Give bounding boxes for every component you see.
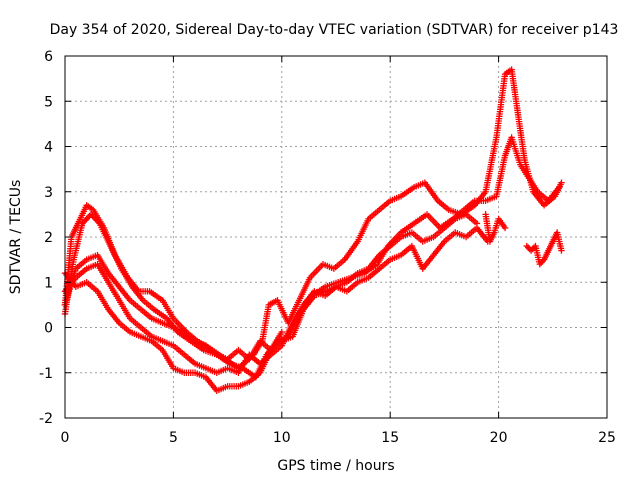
data-point xyxy=(525,244,532,251)
data-point xyxy=(529,245,536,253)
y-tick-label: 1 xyxy=(44,275,53,291)
y-tick-label: 4 xyxy=(44,140,53,156)
series-track-5 xyxy=(61,270,285,395)
data-point xyxy=(556,184,563,191)
series-track-6 xyxy=(482,211,509,245)
data-point xyxy=(501,224,509,232)
data-point xyxy=(558,179,565,186)
x-axis-label: GPS time / hours xyxy=(277,458,394,474)
data-point xyxy=(278,328,285,336)
y-tick-label: 3 xyxy=(44,185,53,201)
data-point xyxy=(82,217,89,224)
grid-lines xyxy=(65,56,607,418)
y-tick-label: 0 xyxy=(44,321,53,337)
series-track-3 xyxy=(61,211,481,363)
y-tick-labels: -2 -1 0 1 2 3 4 5 6 xyxy=(39,49,53,427)
axes xyxy=(64,55,608,419)
y-tick-label: 6 xyxy=(44,49,53,65)
x-tick-label: 25 xyxy=(598,430,616,446)
data-points xyxy=(61,66,565,395)
data-point xyxy=(84,214,92,221)
data-point xyxy=(83,215,90,223)
y-axis-label: SDTVAR / TECUs xyxy=(8,180,24,295)
y-tick-label: -1 xyxy=(39,366,53,382)
x-tick-labels: 0 5 10 15 20 25 xyxy=(61,430,616,446)
data-point xyxy=(523,242,530,250)
x-tick-label: 10 xyxy=(273,430,291,446)
y-tick-label: 5 xyxy=(44,94,53,110)
series-track-7 xyxy=(523,229,565,268)
chart-title: Day 354 of 2020, Sidereal Day-to-day VTE… xyxy=(50,22,619,38)
x-tick-label: 15 xyxy=(381,430,399,446)
x-tick-label: 20 xyxy=(490,430,508,446)
data-point xyxy=(558,247,565,254)
x-tick-label: 0 xyxy=(61,430,70,446)
y-tick-label: -2 xyxy=(39,411,53,427)
y-tick-label: 2 xyxy=(44,230,53,246)
x-tick-label: 5 xyxy=(169,430,178,446)
